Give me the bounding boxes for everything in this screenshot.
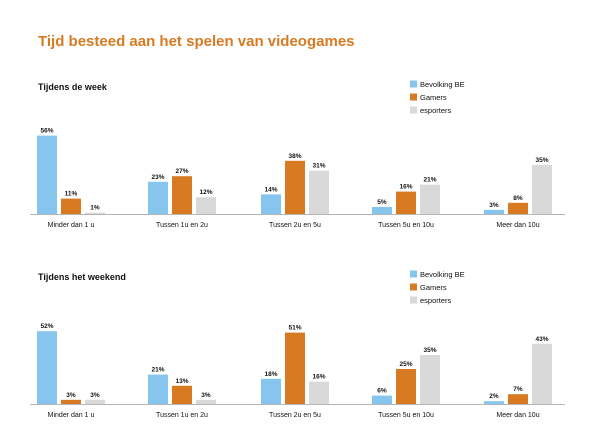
bar-bevolking-be-minder-dan-1-u — [37, 135, 57, 214]
data-label-bevolking-be-tussen-5u-en-10u: 5% — [377, 199, 387, 206]
chart-subtitle: Tijdens het weekend — [38, 272, 126, 282]
data-label-gamers-minder-dan-1-u: 3% — [66, 392, 76, 399]
bar-bevolking-be-tussen-1u-en-2u — [148, 181, 168, 214]
data-label-esporters-tussen-2u-en-5u: 16% — [312, 374, 325, 381]
data-label-bevolking-be-meer-dan-10u: 2% — [489, 393, 499, 400]
legend-label-gamers: Gamers — [420, 283, 447, 292]
bar-esporters-meer-dan-10u — [532, 165, 552, 214]
category-label-minder-dan-1-u: Minder dan 1 u — [48, 222, 95, 229]
data-label-gamers-meer-dan-10u: 8% — [513, 195, 523, 202]
category-label-tussen-5u-en-10u: Tussen 5u en 10u — [378, 222, 434, 229]
bar-esporters-minder-dan-1-u — [85, 212, 105, 214]
category-label-meer-dan-10u: Meer dan 10u — [496, 412, 539, 419]
bar-gamers-meer-dan-10u — [508, 394, 528, 404]
legend-swatch-esporters — [410, 296, 417, 304]
data-label-bevolking-be-tussen-2u-en-5u: 18% — [264, 371, 277, 378]
category-label-meer-dan-10u: Meer dan 10u — [496, 222, 539, 229]
category-label-tussen-2u-en-5u: Tussen 2u en 5u — [269, 412, 321, 419]
bar-esporters-tussen-5u-en-10u — [420, 355, 440, 404]
legend-swatch-bevolking-be — [410, 80, 417, 88]
data-label-bevolking-be-tussen-1u-en-2u: 21% — [151, 367, 164, 374]
bar-gamers-minder-dan-1-u — [61, 399, 81, 404]
category-label-tussen-1u-en-2u: Tussen 1u en 2u — [156, 222, 208, 229]
data-label-gamers-minder-dan-1-u: 11% — [65, 191, 78, 198]
data-label-gamers-tussen-1u-en-2u: 13% — [175, 378, 188, 385]
bar-bevolking-be-minder-dan-1-u — [37, 331, 57, 404]
bar-esporters-tussen-5u-en-10u — [420, 184, 440, 214]
bar-esporters-tussen-2u-en-5u — [309, 170, 329, 214]
bar-esporters-tussen-1u-en-2u — [196, 399, 216, 404]
chart-subtitle: Tijdens de week — [38, 82, 108, 92]
legend-label-bevolking-be: Bevolking BE — [420, 270, 465, 279]
data-label-esporters-meer-dan-10u: 43% — [535, 336, 548, 343]
data-label-esporters-tussen-2u-en-5u: 31% — [312, 163, 325, 170]
bar-gamers-tussen-2u-en-5u — [285, 160, 305, 214]
chart-week: Tijdens de week Bevolking BE Gamers esporte… — [30, 80, 565, 229]
data-label-esporters-minder-dan-1-u: 1% — [90, 205, 100, 212]
bar-bevolking-be-tussen-5u-en-10u — [372, 395, 392, 404]
bar-bevolking-be-tussen-2u-en-5u — [261, 378, 281, 404]
bar-bevolking-be-meer-dan-10u — [484, 209, 504, 214]
data-label-gamers-tussen-5u-en-10u: 25% — [399, 361, 412, 368]
legend-swatch-gamers — [410, 93, 417, 101]
legend-label-gamers: Gamers — [420, 93, 447, 102]
data-label-bevolking-be-minder-dan-1-u: 56% — [40, 128, 53, 135]
data-label-esporters-tussen-5u-en-10u: 21% — [423, 177, 436, 184]
data-label-gamers-tussen-2u-en-5u: 38% — [288, 153, 301, 160]
data-label-bevolking-be-minder-dan-1-u: 52% — [40, 323, 53, 330]
data-label-esporters-tussen-1u-en-2u: 12% — [199, 189, 212, 196]
data-label-gamers-tussen-2u-en-5u: 51% — [288, 325, 301, 332]
legend-label-bevolking-be: Bevolking BE — [420, 80, 465, 89]
bar-gamers-tussen-2u-en-5u — [285, 332, 305, 404]
bar-gamers-minder-dan-1-u — [61, 198, 81, 214]
data-label-bevolking-be-tussen-2u-en-5u: 14% — [264, 186, 277, 193]
legend-swatch-bevolking-be — [410, 270, 417, 278]
legend-label-esporters: esporters — [420, 296, 452, 305]
category-label-minder-dan-1-u: Minder dan 1 u — [48, 412, 95, 419]
page-title: Tijd besteed aan het spelen van videogam… — [38, 33, 355, 50]
data-label-esporters-tussen-1u-en-2u: 3% — [201, 392, 211, 399]
bar-gamers-meer-dan-10u — [508, 202, 528, 214]
data-label-gamers-tussen-5u-en-10u: 16% — [399, 184, 412, 191]
bar-esporters-tussen-2u-en-5u — [309, 381, 329, 404]
category-label-tussen-5u-en-10u: Tussen 5u en 10u — [378, 412, 434, 419]
legend-swatch-gamers — [410, 283, 417, 291]
category-label-tussen-2u-en-5u: Tussen 2u en 5u — [269, 222, 321, 229]
data-label-esporters-minder-dan-1-u: 3% — [90, 392, 100, 399]
bar-gamers-tussen-1u-en-2u — [172, 176, 192, 214]
data-label-bevolking-be-tussen-1u-en-2u: 23% — [151, 174, 164, 181]
bar-gamers-tussen-1u-en-2u — [172, 385, 192, 404]
category-label-tussen-1u-en-2u: Tussen 1u en 2u — [156, 412, 208, 419]
bar-bevolking-be-tussen-5u-en-10u — [372, 207, 392, 214]
bar-gamers-tussen-5u-en-10u — [396, 191, 416, 214]
data-label-gamers-tussen-1u-en-2u: 27% — [175, 168, 188, 175]
bar-bevolking-be-tussen-1u-en-2u — [148, 374, 168, 404]
legend-swatch-esporters — [410, 106, 417, 114]
bar-esporters-meer-dan-10u — [532, 343, 552, 404]
bar-esporters-minder-dan-1-u — [85, 399, 105, 404]
data-label-esporters-tussen-5u-en-10u: 35% — [423, 347, 436, 354]
data-label-bevolking-be-meer-dan-10u: 3% — [489, 202, 499, 209]
data-label-gamers-meer-dan-10u: 7% — [513, 386, 523, 393]
chart-weekend: Tijdens het weekend Bevolking BE Gamers esp… — [30, 270, 565, 419]
bar-bevolking-be-meer-dan-10u — [484, 401, 504, 404]
bar-esporters-tussen-1u-en-2u — [196, 197, 216, 214]
legend-label-esporters: esporters — [420, 106, 452, 115]
bar-bevolking-be-tussen-2u-en-5u — [261, 194, 281, 214]
data-label-esporters-meer-dan-10u: 35% — [535, 157, 548, 164]
bar-gamers-tussen-5u-en-10u — [396, 369, 416, 404]
data-label-bevolking-be-tussen-5u-en-10u: 6% — [377, 388, 387, 395]
